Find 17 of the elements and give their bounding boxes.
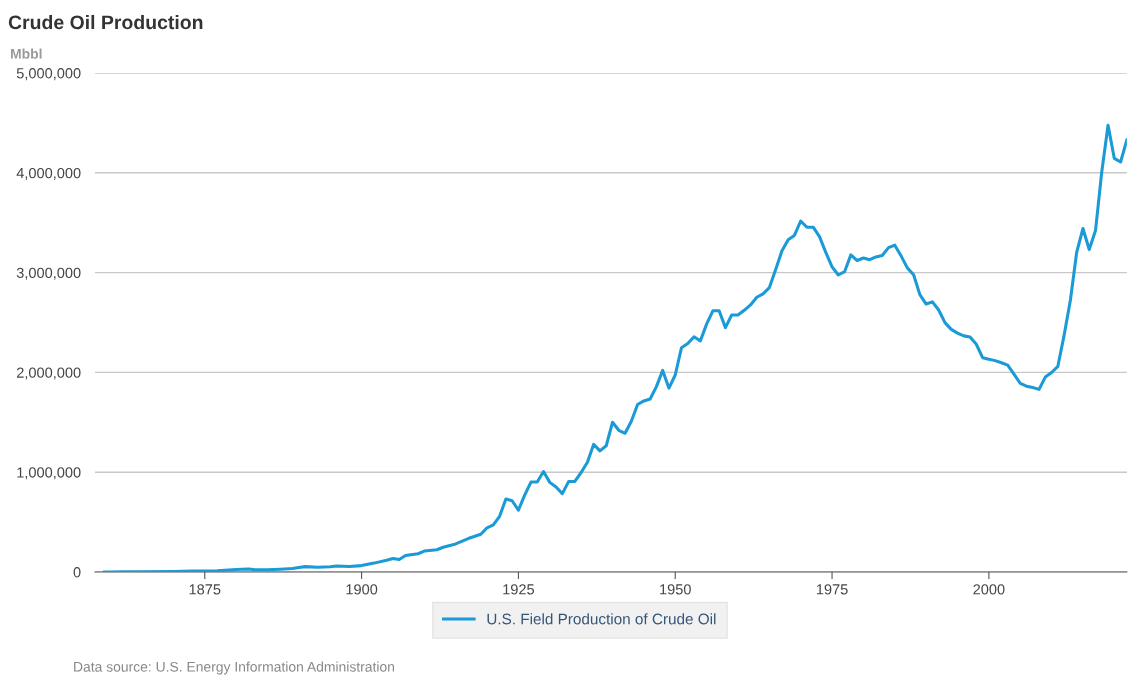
y-tick-label: 5,000,000 xyxy=(16,68,81,81)
line-series xyxy=(102,123,1127,572)
x-tick-label: 1875 xyxy=(189,584,221,595)
y-tick-label: 0 xyxy=(73,567,81,578)
source-note: Data source: U.S. Energy Information Administration xyxy=(74,661,395,675)
y-tick-label: 4,000,000 xyxy=(16,167,81,180)
x-tick-label: 1900 xyxy=(346,584,378,595)
y-tick-label: 3,000,000 xyxy=(16,267,81,280)
y-axis-title: Mbbl xyxy=(11,48,42,59)
x-tick-label: 1950 xyxy=(660,584,691,595)
y-tick-label: 1,000,000 xyxy=(17,467,81,480)
x-tick-label: 1925 xyxy=(503,584,535,595)
x-tick-label: 2000 xyxy=(973,584,1005,595)
chart-title: Crude Oil Production xyxy=(8,14,203,30)
legend-label: U.S. Field Production of Crude Oil xyxy=(487,613,716,625)
y-tick-label: 2,000,000 xyxy=(16,367,81,380)
x-tick-label: 1975 xyxy=(816,584,848,595)
